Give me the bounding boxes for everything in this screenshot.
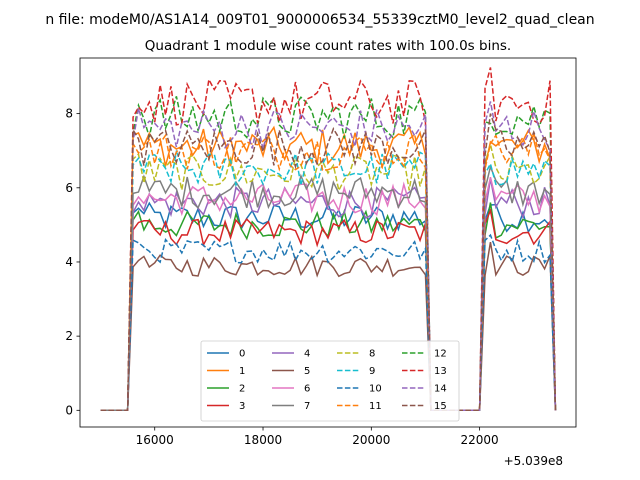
legend-label-3: 3 xyxy=(239,401,245,412)
x-offset-label: +5.039e8 xyxy=(504,454,563,468)
plot-frame xyxy=(79,57,577,428)
legend-label-10: 10 xyxy=(369,384,382,395)
legend-label-5: 5 xyxy=(304,366,310,377)
legend-box xyxy=(200,340,460,422)
legend-label-4: 4 xyxy=(304,349,310,360)
series-line-13 xyxy=(100,67,557,412)
chart-title: Quadrant 1 module wise count rates with … xyxy=(145,38,511,54)
figure-suptitle: n file: modeM0/AS1A14_009T01_9000006534_… xyxy=(45,12,594,28)
plot-lines xyxy=(100,67,557,412)
series-line-14 xyxy=(100,101,557,412)
legend-label-13: 13 xyxy=(434,366,447,377)
y-tick-label: 0 xyxy=(65,403,73,417)
y-tick-label: 8 xyxy=(65,107,73,121)
legend-label-15: 15 xyxy=(434,401,447,412)
series-line-10 xyxy=(100,233,557,412)
y-tick-label: 4 xyxy=(65,255,73,269)
legend-label-11: 11 xyxy=(369,401,382,412)
legend-label-1: 1 xyxy=(239,366,245,377)
legend-label-9: 9 xyxy=(369,366,375,377)
legend-label-12: 12 xyxy=(434,349,447,360)
legend-label-2: 2 xyxy=(239,384,245,395)
x-tick-label: 16000 xyxy=(136,433,174,447)
legend-label-14: 14 xyxy=(434,384,447,395)
legend-label-7: 7 xyxy=(304,401,310,412)
y-tick-label: 2 xyxy=(65,329,73,343)
axes: 16000 18000 20000 22000 0 2 4 6 8 xyxy=(65,57,577,447)
x-tick-label: 18000 xyxy=(244,433,282,447)
x-tick-label: 22000 xyxy=(461,433,499,447)
x-tick-label: 20000 xyxy=(352,433,390,447)
legend-label-0: 0 xyxy=(239,349,245,360)
legend-label-6: 6 xyxy=(304,384,310,395)
series-line-15 xyxy=(100,113,557,412)
legend-label-8: 8 xyxy=(369,349,375,360)
y-tick-label: 6 xyxy=(65,181,73,195)
